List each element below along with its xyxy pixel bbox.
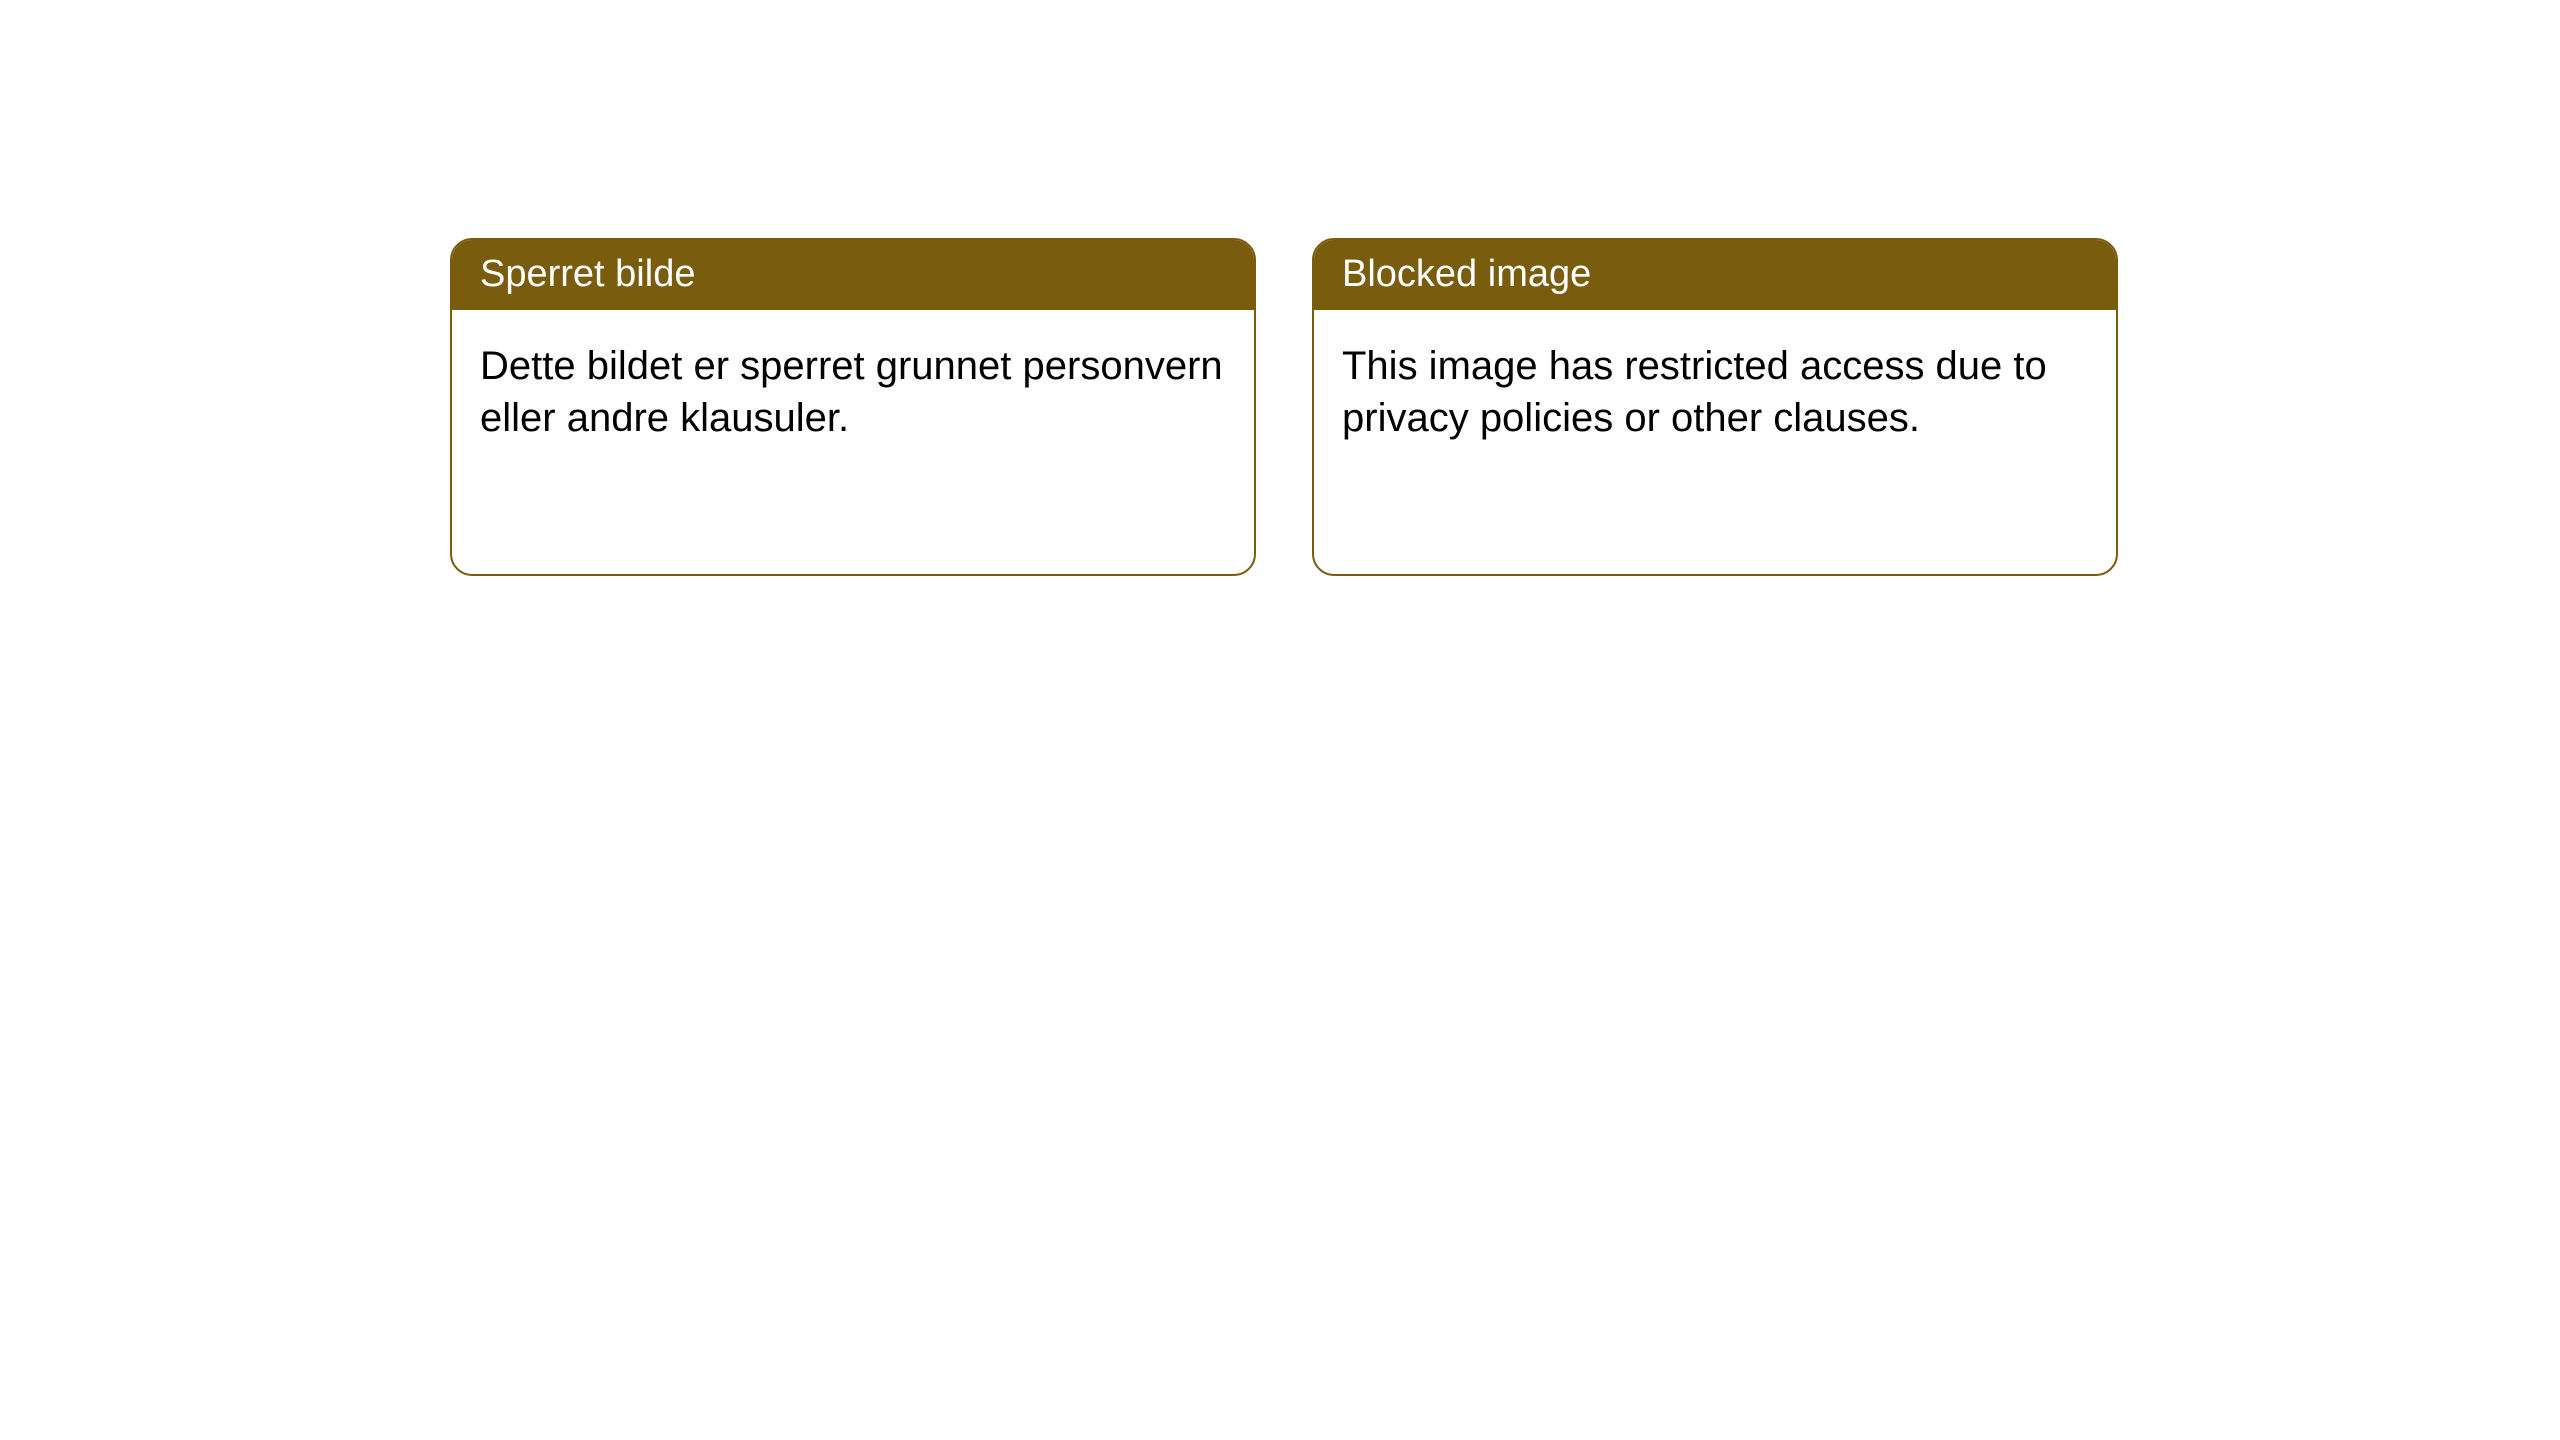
notice-card-norwegian: Sperret bilde Dette bildet er sperret gr… xyxy=(450,238,1256,576)
card-body-english: This image has restricted access due to … xyxy=(1314,310,2116,476)
notice-card-english: Blocked image This image has restricted … xyxy=(1312,238,2118,576)
notice-container: Sperret bilde Dette bildet er sperret gr… xyxy=(0,0,2560,576)
card-header-norwegian: Sperret bilde xyxy=(452,240,1254,310)
card-body-norwegian: Dette bildet er sperret grunnet personve… xyxy=(452,310,1254,476)
card-header-english: Blocked image xyxy=(1314,240,2116,310)
